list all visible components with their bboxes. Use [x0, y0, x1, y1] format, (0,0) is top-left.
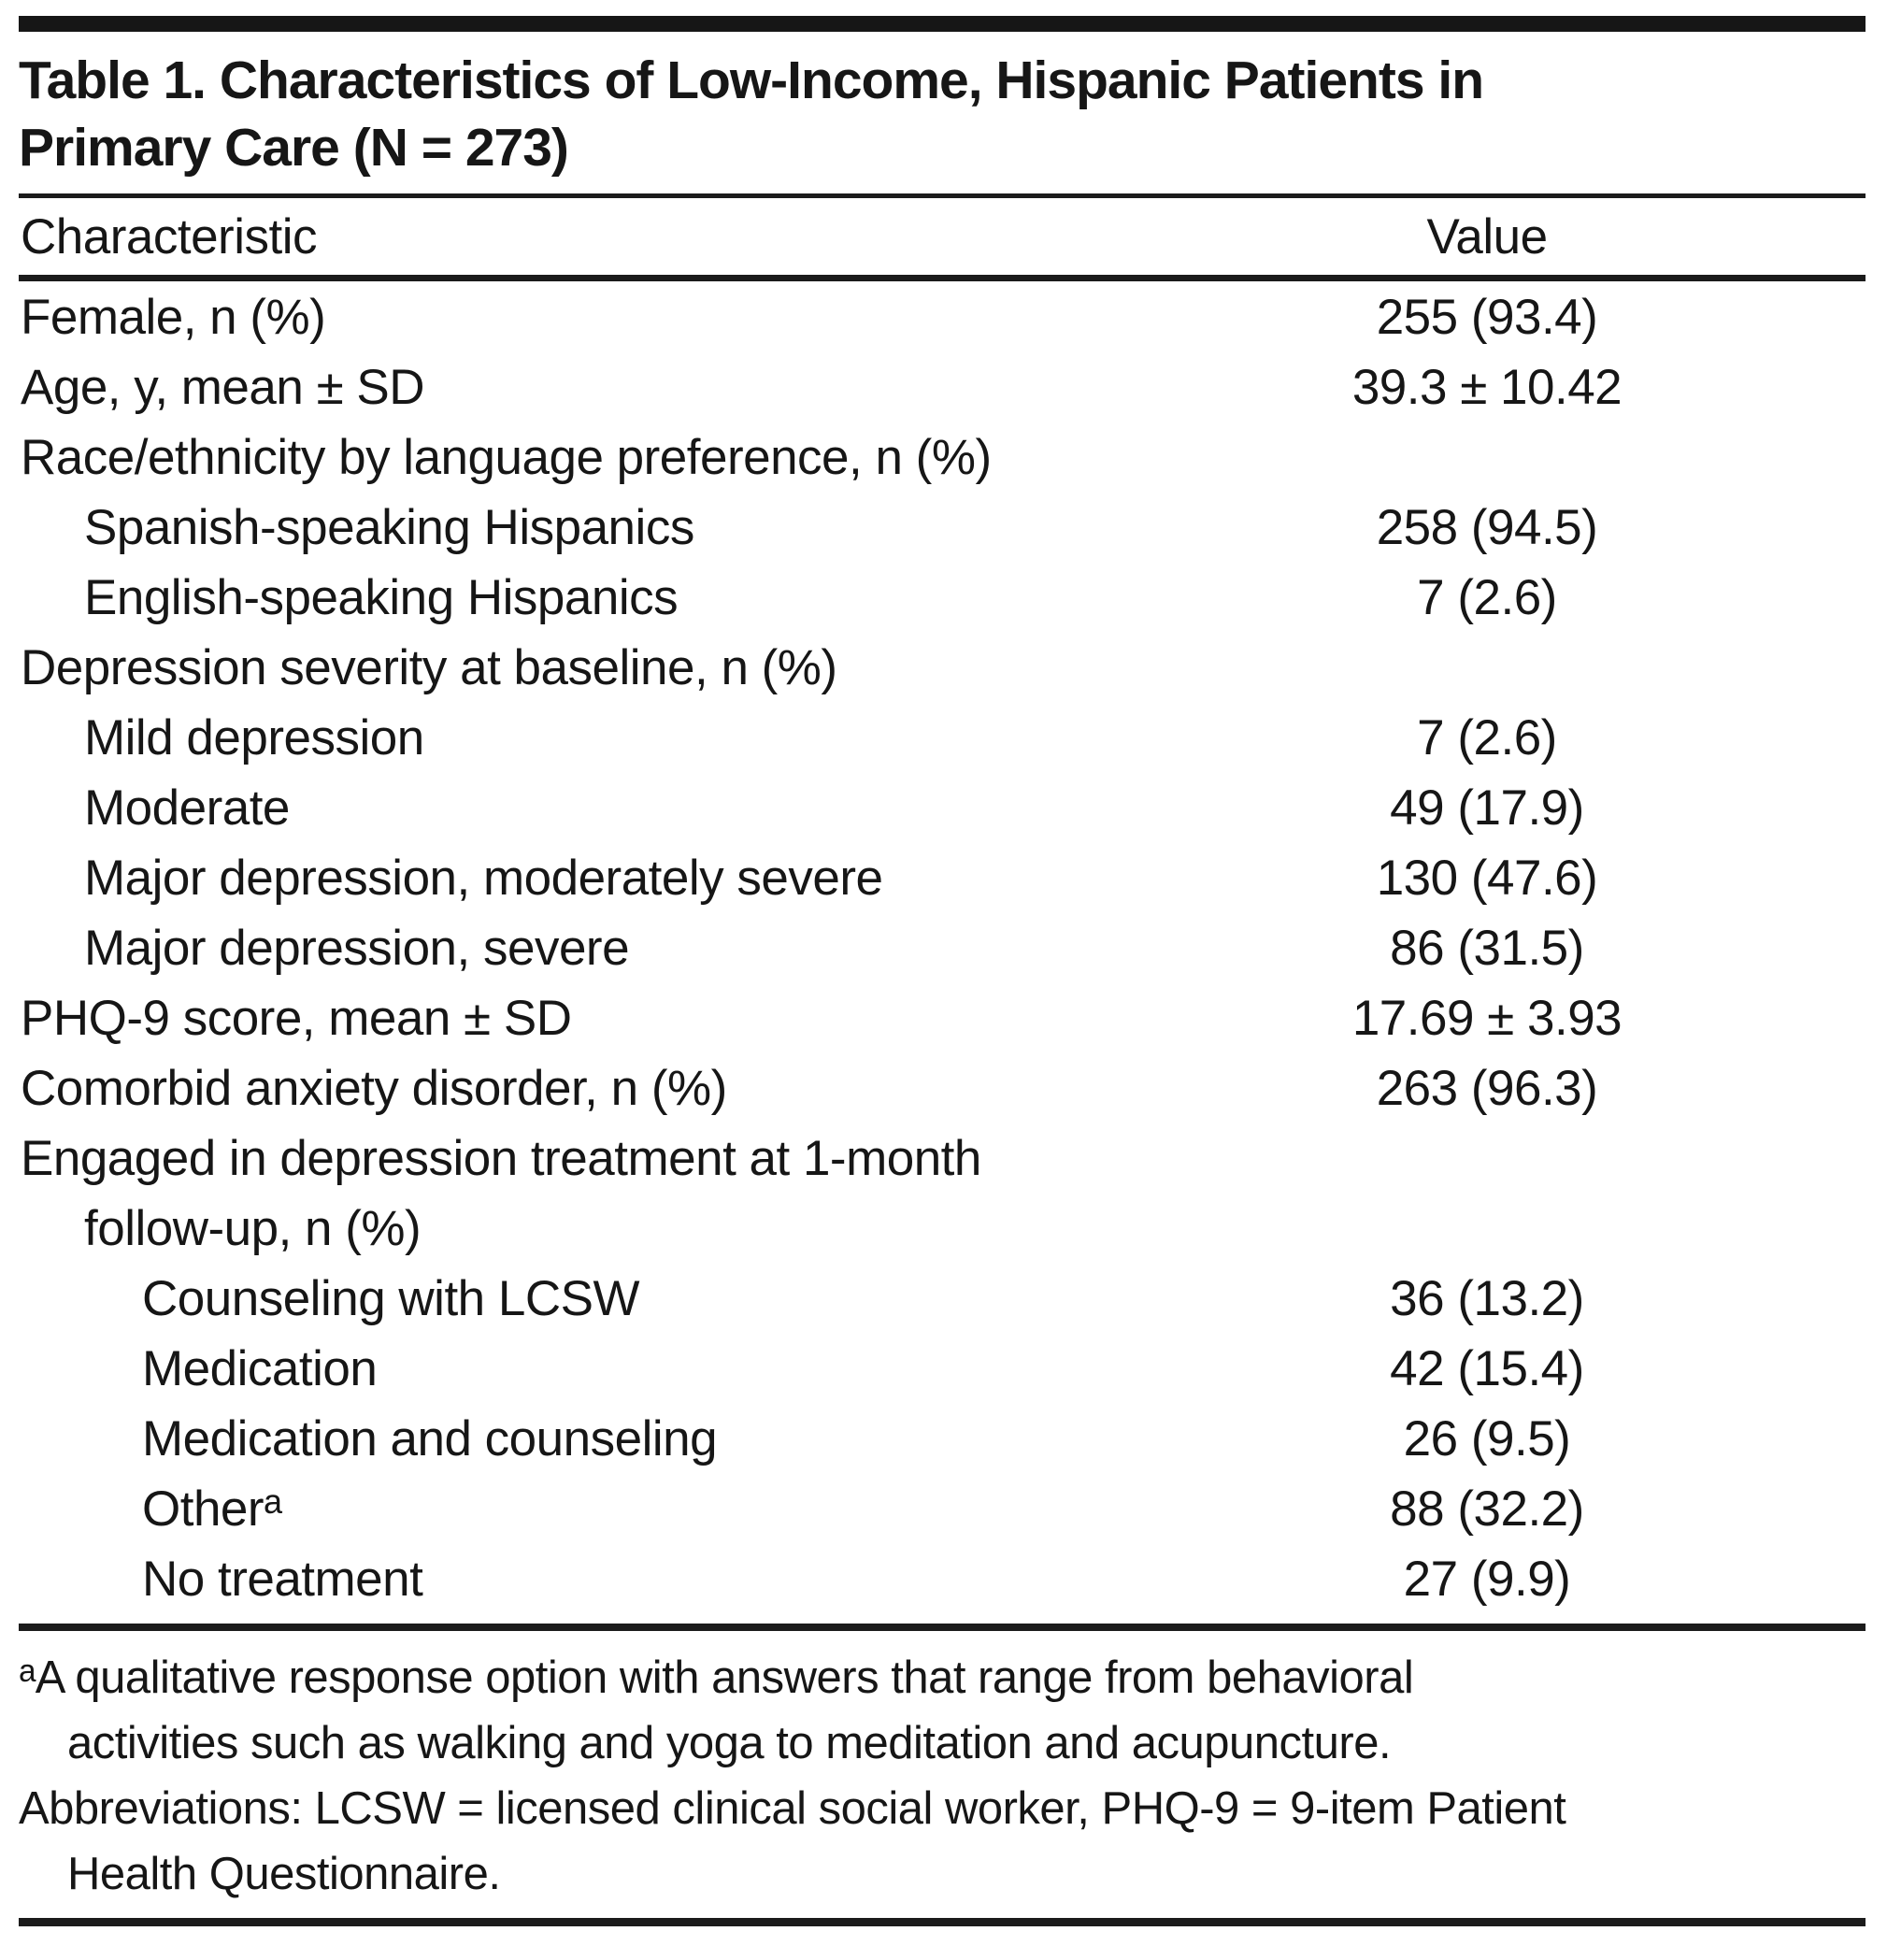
footnote-abbreviations-line1: Abbreviations: LCSW = licensed clinical …	[19, 1783, 1566, 1834]
row-label: Female, n (%)	[21, 290, 326, 345]
footnote-abbreviations-line2: Health Questionnaire.	[67, 1849, 501, 1899]
row-label: Medication	[142, 1341, 378, 1396]
table-row: Major depression, severe 86 (31.5)	[19, 913, 1866, 983]
row-value: 255 (93.4)	[1376, 290, 1598, 345]
table-row: PHQ-9 score, mean ± SD 17.69 ± 3.93	[19, 983, 1866, 1053]
table-row: Moderate 49 (17.9)	[19, 773, 1866, 843]
header-separator-rule	[19, 275, 1866, 281]
title-separator-rule	[19, 193, 1866, 198]
row-value: 7 (2.6)	[1417, 570, 1557, 625]
table-header-row: Characteristic Value	[19, 198, 1866, 275]
row-value: 36 (13.2)	[1390, 1271, 1584, 1326]
table-row: follow-up, n (%)	[19, 1194, 1866, 1264]
table-row: Counseling with LCSW 36 (13.2)	[19, 1264, 1866, 1334]
table-title-line1: Table 1. Characteristics of Low-Income, …	[19, 50, 1484, 110]
row-value: 42 (15.4)	[1390, 1341, 1584, 1396]
row-label: Counseling with LCSW	[142, 1271, 640, 1326]
row-label: Race/ethnicity by language preference, n…	[21, 430, 992, 485]
row-value: 17.69 ± 3.93	[1351, 991, 1623, 1046]
row-label: Moderate	[84, 780, 290, 836]
row-label: Medication and counseling	[142, 1411, 718, 1466]
table-row: Spanish-speaking Hispanics 258 (94.5)	[19, 493, 1866, 563]
table-body: Female, n (%) 255 (93.4) Age, y, mean ± S…	[19, 282, 1866, 1614]
table-row: Medication 42 (15.4)	[19, 1334, 1866, 1404]
table-row: Female, n (%) 255 (93.4)	[19, 282, 1866, 352]
row-value: 49 (17.9)	[1390, 780, 1584, 836]
column-header-characteristic: Characteristic	[21, 208, 317, 265]
table-row: Depression severity at baseline, n (%)	[19, 633, 1866, 703]
table-row: English-speaking Hispanics 7 (2.6)	[19, 563, 1866, 633]
row-value: 27 (9.9)	[1403, 1552, 1571, 1607]
top-black-bar	[19, 16, 1866, 32]
row-label: Major depression, severe	[84, 921, 630, 976]
table-title-line2: Primary Care (N = 273)	[19, 118, 569, 178]
bottom-rule	[19, 1918, 1866, 1926]
row-label: Depression severity at baseline, n (%)	[21, 640, 837, 695]
row-label: Mild depression	[84, 710, 424, 765]
table-row: Comorbid anxiety disorder, n (%) 263 (96.…	[19, 1053, 1866, 1123]
row-label: Spanish-speaking Hispanics	[84, 500, 694, 555]
row-label: PHQ-9 score, mean ± SD	[21, 991, 572, 1046]
table-row: Mild depression 7 (2.6)	[19, 703, 1866, 773]
row-label: Comorbid anxiety disorder, n (%)	[21, 1061, 727, 1116]
row-value: 86 (31.5)	[1390, 921, 1584, 976]
row-value: 130 (47.6)	[1376, 851, 1598, 906]
row-value: 39.3 ± 10.42	[1351, 360, 1623, 415]
footnote-a-line1: ᵃA qualitative response option with answ…	[19, 1652, 1414, 1703]
row-value: 7 (2.6)	[1417, 710, 1557, 765]
footnote-a-line2: activities such as walking and yoga to m…	[67, 1718, 1392, 1768]
column-header-value: Value	[1426, 208, 1548, 265]
row-value: 258 (94.5)	[1376, 500, 1598, 555]
row-label: Otherᵃ	[142, 1481, 282, 1537]
row-label: English-speaking Hispanics	[84, 570, 679, 625]
row-label: No treatment	[142, 1552, 423, 1607]
table-row: Medication and counseling 26 (9.5)	[19, 1404, 1866, 1474]
row-value: 26 (9.5)	[1403, 1411, 1571, 1466]
row-label: Age, y, mean ± SD	[21, 360, 425, 415]
table-row: No treatment 27 (9.9)	[19, 1544, 1866, 1614]
row-label: Engaged in depression treatment at 1-mon…	[21, 1131, 981, 1186]
table-row: Otherᵃ 88 (32.2)	[19, 1474, 1866, 1544]
row-value: 88 (32.2)	[1390, 1481, 1584, 1537]
row-label: follow-up, n (%)	[84, 1201, 422, 1256]
footnote-separator-rule	[19, 1624, 1866, 1631]
table-row: Major depression, moderately severe 130 (…	[19, 843, 1866, 913]
table-row: Engaged in depression treatment at 1-mon…	[19, 1123, 1866, 1194]
table-row: Race/ethnicity by language preference, n…	[19, 422, 1866, 493]
row-value: 263 (96.3)	[1376, 1061, 1598, 1116]
footnotes: ᵃA qualitative response option with answ…	[19, 1645, 1866, 1907]
row-label: Major depression, moderately severe	[84, 851, 883, 906]
table-title: Table 1. Characteristics of Low-Income, …	[19, 47, 1866, 181]
table-row: Age, y, mean ± SD 39.3 ± 10.42	[19, 352, 1866, 422]
